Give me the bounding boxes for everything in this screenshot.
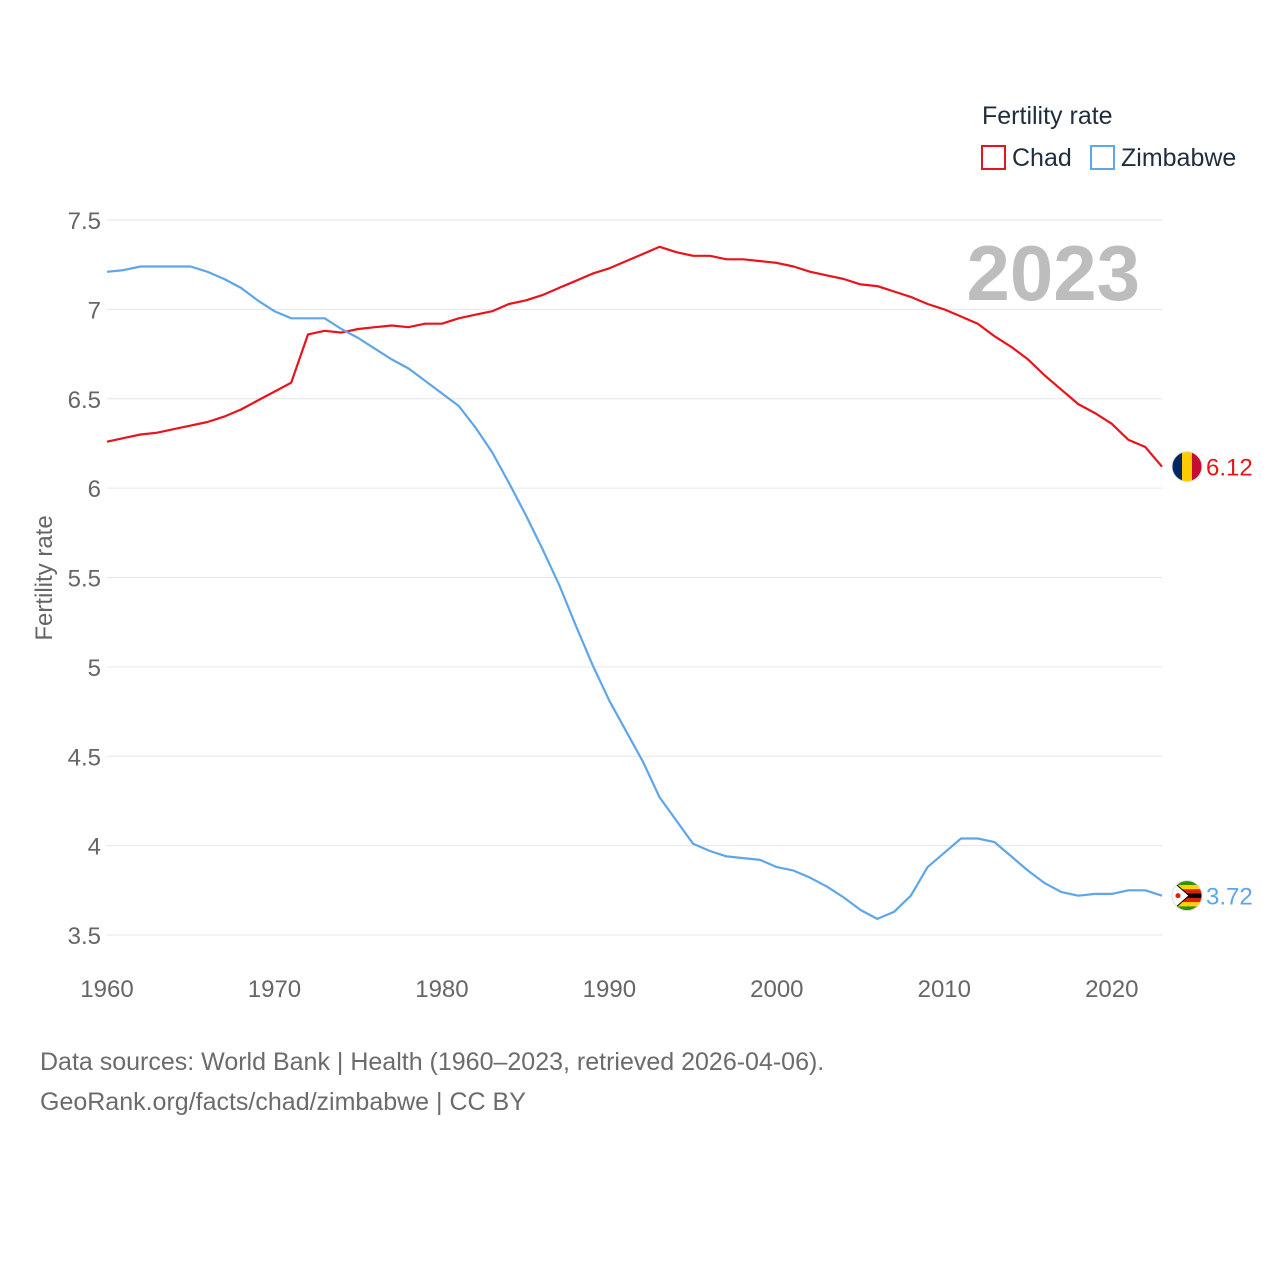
- legend-label-chad[interactable]: Chad: [1012, 144, 1072, 172]
- footer-attribution: GeoRank.org/facts/chad/zimbabwe | CC BY: [40, 1088, 526, 1116]
- x-tick-label: 1960: [80, 976, 133, 1003]
- y-tick-label: 7.5: [68, 208, 101, 235]
- y-tick-label: 7: [88, 297, 101, 324]
- end-markers: 6.12 3.72: [1171, 451, 1253, 912]
- end-value-label-chad: 6.12: [1206, 455, 1253, 482]
- x-tick-label: 1980: [415, 976, 468, 1003]
- legend-swatch-zimbabwe[interactable]: [1090, 145, 1115, 170]
- footer: Data sources: World Bank | Health (1960–…: [40, 1042, 824, 1122]
- x-tick-label: 2020: [1085, 976, 1138, 1003]
- y-tick-label: 5: [88, 655, 101, 682]
- x-tick-label: 2010: [918, 976, 971, 1003]
- legend-swatch-chad[interactable]: [981, 145, 1006, 170]
- series-line-zimbabwe[interactable]: [106, 265, 1163, 921]
- end-value-label-zimbabwe: 3.72: [1206, 884, 1253, 911]
- y-tick-labels: 3.5 4 4.5 5 5.5 6 6.5 7 7.5: [68, 208, 101, 950]
- y-tick-label: 4.5: [68, 744, 101, 771]
- series-line-chad[interactable]: [106, 245, 1163, 468]
- y-tick-label: 5.5: [68, 566, 101, 593]
- x-tick-label: 1970: [248, 976, 301, 1003]
- legend: Fertility rate Chad Zimbabwe: [981, 102, 1236, 172]
- y-tick-label: 3.5: [68, 923, 101, 950]
- year-watermark: 2023: [966, 229, 1140, 317]
- chad-flag-icon: [1171, 451, 1203, 483]
- y-axis-label: Fertility rate: [31, 515, 58, 640]
- x-tick-label: 1990: [583, 976, 636, 1003]
- legend-label-zimbabwe[interactable]: Zimbabwe: [1121, 144, 1236, 172]
- y-tick-label: 6.5: [68, 387, 101, 414]
- x-tick-labels: 1960 1970 1980 1990 2000 2010 2020: [80, 976, 1138, 1003]
- footer-sources: Data sources: World Bank | Health (1960–…: [40, 1048, 825, 1076]
- x-tick-label: 2000: [750, 976, 803, 1003]
- line-chart: 3.5 4 4.5 5 5.5 6 6.5 7 7.5 1960 1970 1980 1990 2000…: [31, 102, 1253, 1003]
- gridlines: [107, 219, 1162, 936]
- y-tick-label: 4: [88, 834, 101, 861]
- zimbabwe-flag-icon: [1171, 880, 1203, 912]
- y-tick-label: 6: [88, 476, 101, 503]
- series-lines: [106, 245, 1163, 921]
- legend-title: Fertility rate: [982, 102, 1113, 130]
